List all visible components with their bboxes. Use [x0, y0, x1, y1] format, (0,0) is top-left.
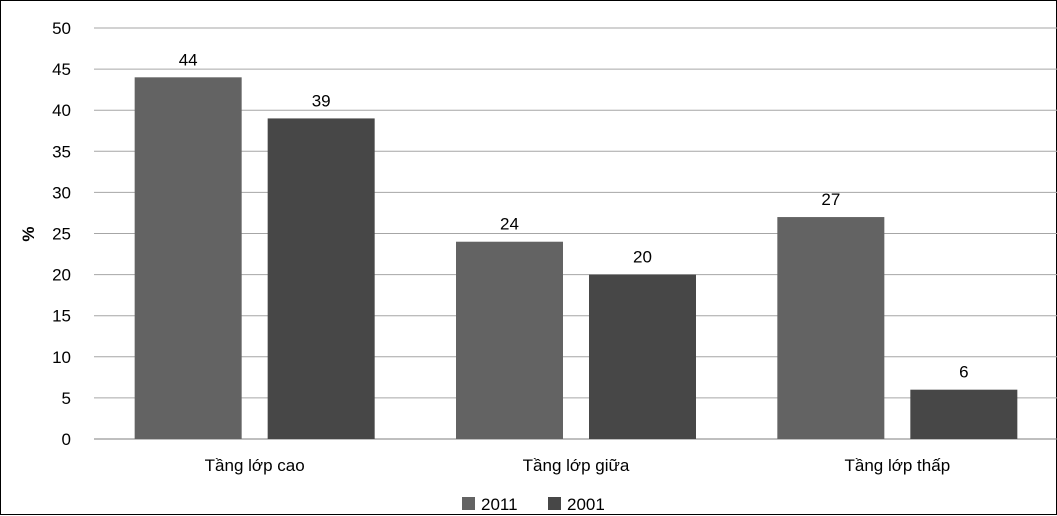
legend-label: 2001	[567, 495, 605, 514]
legend-label: 2011	[481, 495, 518, 514]
y-tick-label: 10	[52, 348, 71, 367]
y-tick-label: 5	[62, 389, 71, 408]
y-tick-label: 15	[52, 307, 71, 326]
legend-swatch	[462, 497, 475, 510]
bars	[134, 77, 1018, 440]
category-label: Tầng lớp cao	[205, 456, 305, 475]
y-tick-label: 25	[52, 225, 71, 244]
y-tick-label: 50	[52, 19, 71, 38]
y-tick-label: 20	[52, 266, 71, 285]
bar-2011-1	[456, 241, 563, 439]
bar-2001-0	[267, 118, 375, 440]
y-tick-label: 30	[52, 183, 71, 202]
y-tick-label: 45	[52, 60, 71, 79]
legend-swatch	[548, 497, 561, 510]
bar-2011-2	[777, 217, 885, 439]
y-tick-label: 35	[52, 142, 71, 161]
data-label: 39	[312, 91, 331, 110]
y-tick-label: 40	[52, 101, 71, 120]
y-axis-title: %	[19, 226, 38, 241]
legend: 2011 2001	[462, 495, 605, 514]
data-label: 27	[821, 190, 840, 209]
data-labels: 44 39 24 20 27 6	[179, 50, 969, 381]
data-label: 6	[959, 363, 968, 382]
y-axis-ticks: 0 5 10 15 20 25 30 35 40 45 50	[52, 19, 71, 449]
bar-2001-2	[910, 389, 1018, 439]
y-tick-label: 0	[62, 430, 71, 449]
data-label: 20	[633, 248, 652, 267]
data-label: 44	[179, 50, 198, 69]
bar-2011-0	[134, 77, 242, 439]
category-label: Tầng lớp thấp	[844, 456, 950, 475]
bar-2001-1	[589, 274, 696, 439]
category-label: Tầng lớp giữa	[523, 456, 630, 475]
data-label: 24	[500, 215, 519, 234]
category-labels: Tầng lớp cao Tầng lớp giữa Tầng lớp thấp	[205, 456, 950, 475]
gridlines	[94, 27, 1057, 440]
